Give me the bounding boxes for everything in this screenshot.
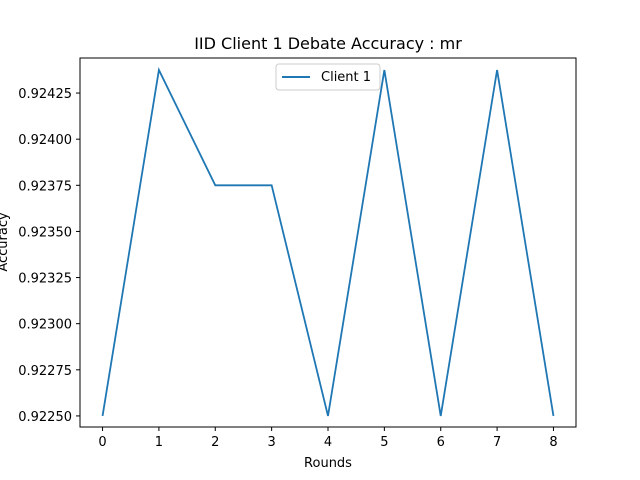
x-tick-label: 7 <box>493 435 501 450</box>
y-tick-label: 0.92425 <box>18 87 72 102</box>
chart-title: IID Client 1 Debate Accuracy : mr <box>194 34 462 53</box>
x-tick-label: 3 <box>267 435 275 450</box>
x-tick-label: 8 <box>549 435 557 450</box>
y-tick-label: 0.92350 <box>18 225 72 240</box>
x-tick-label: 6 <box>437 435 445 450</box>
y-tick-label: 0.92375 <box>18 179 72 194</box>
y-tick-label: 0.92250 <box>18 410 72 425</box>
y-tick-label: 0.92275 <box>18 364 72 379</box>
legend: Client 1 <box>275 63 381 91</box>
y-tick-label: 0.92325 <box>18 272 72 287</box>
x-tick-label: 1 <box>155 435 163 450</box>
legend-label-client-1: Client 1 <box>321 70 371 85</box>
x-tick-label: 5 <box>380 435 388 450</box>
y-axis-title: Accuracy <box>0 212 11 272</box>
x-tick-label: 0 <box>98 435 106 450</box>
y-axis: 0.92250 0.92275 0.92300 0.92325 0.92350 0.923… <box>18 87 80 425</box>
y-tick-label: 0.92400 <box>18 133 72 148</box>
y-tick-label: 0.92300 <box>18 318 72 333</box>
legend-box <box>275 63 381 91</box>
x-tick-label: 2 <box>211 435 219 450</box>
x-axis: 0 1 2 3 4 5 6 7 8 <box>98 427 558 450</box>
x-tick-label: 4 <box>324 435 332 450</box>
x-axis-title: Rounds <box>304 456 352 471</box>
series-layer <box>101 67 555 417</box>
